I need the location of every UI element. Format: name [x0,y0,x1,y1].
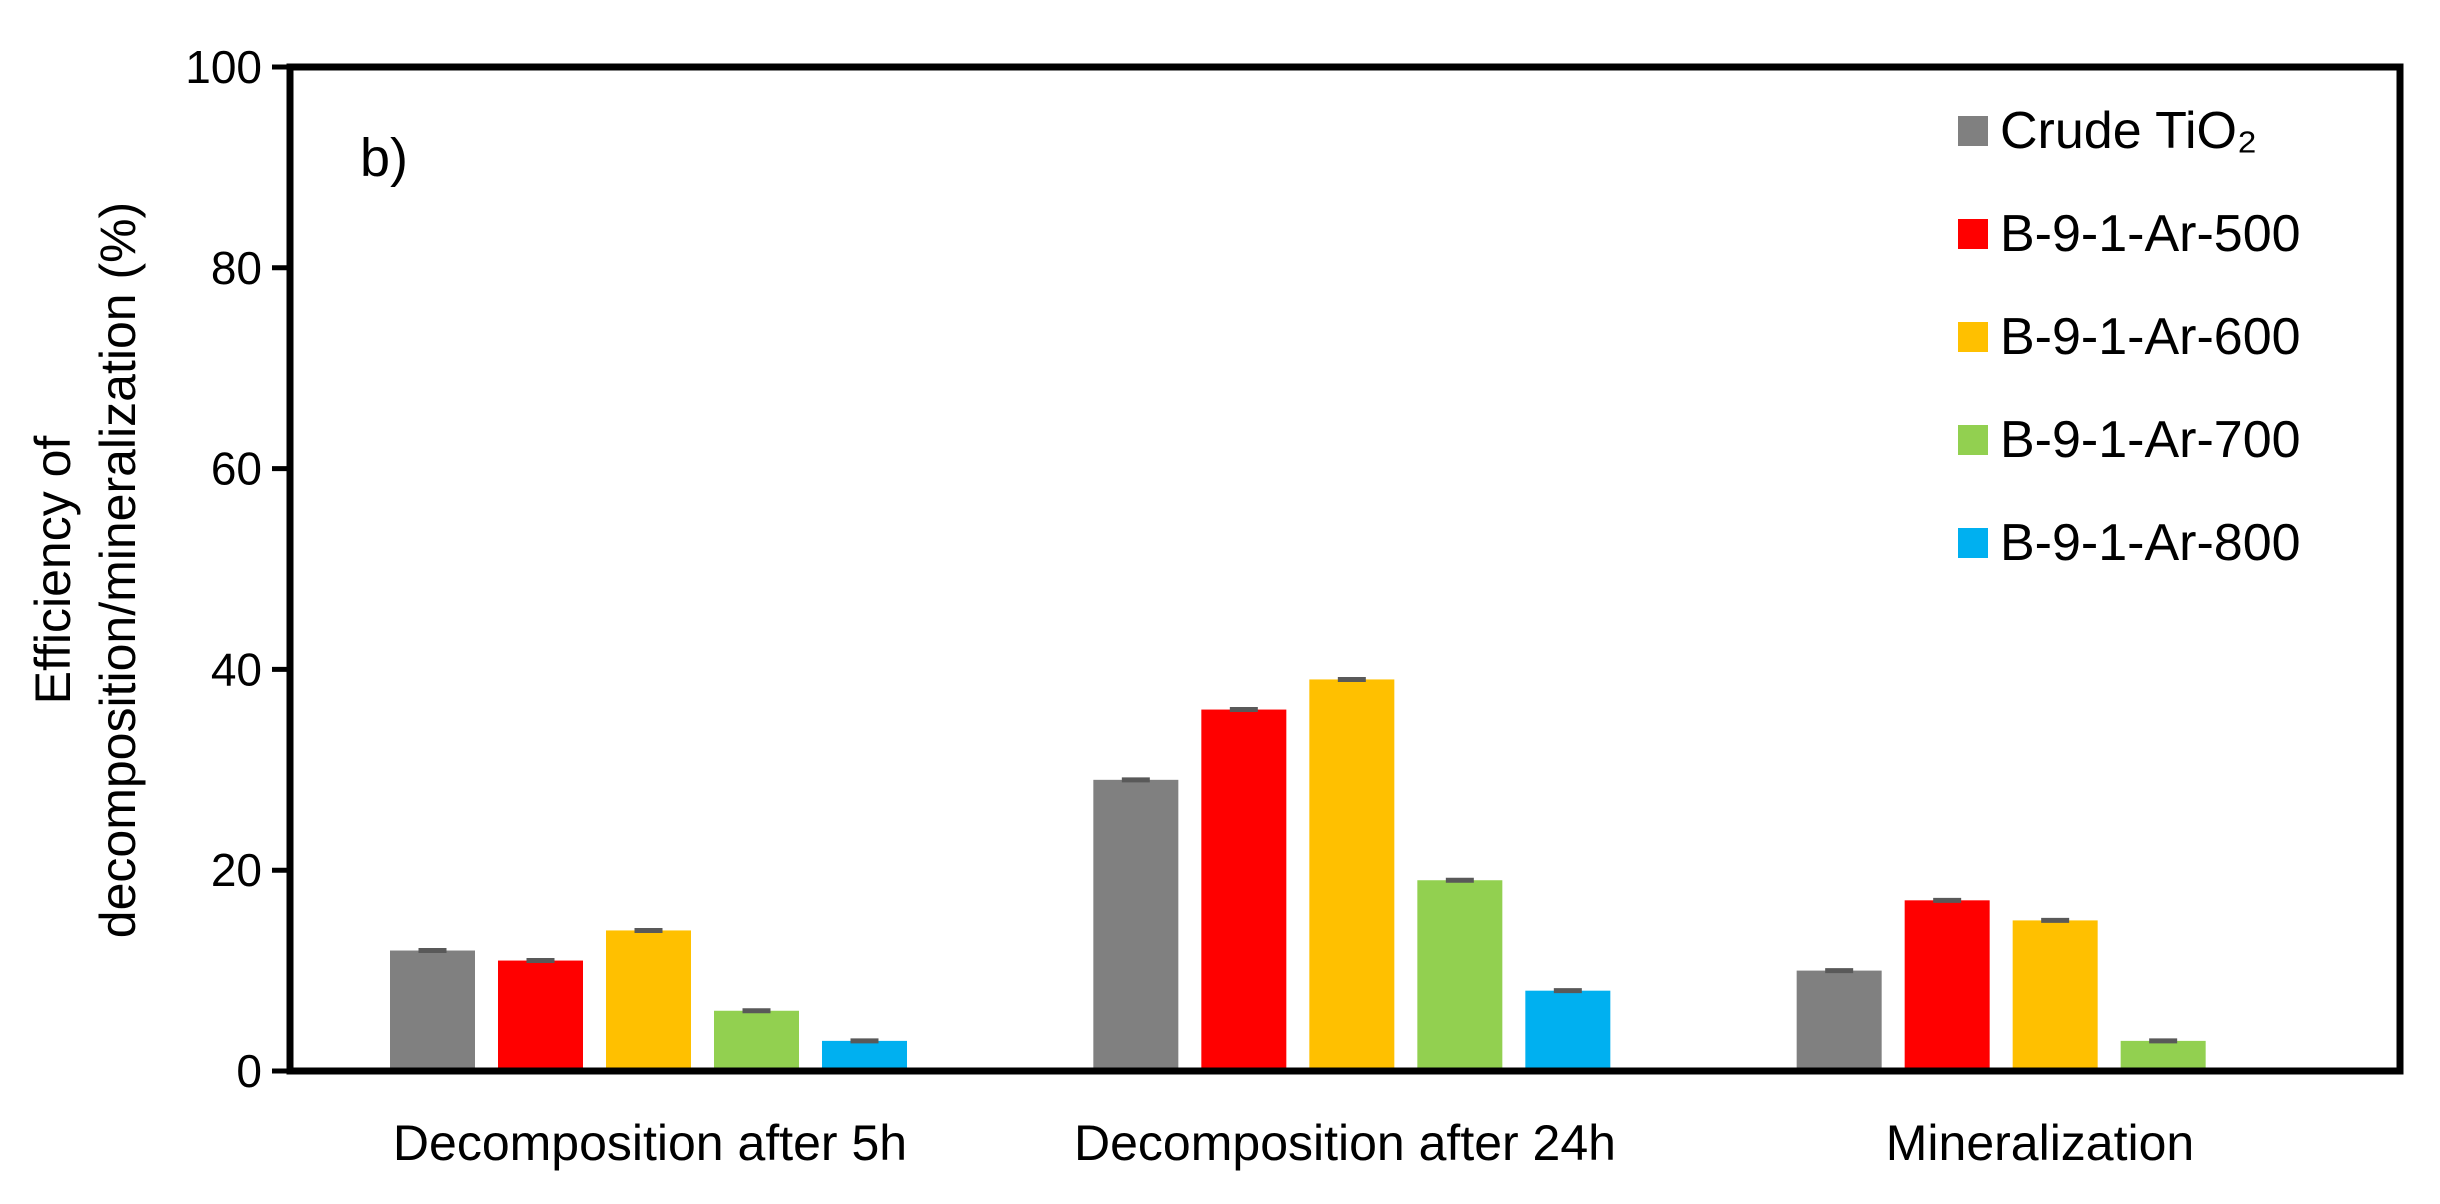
legend-label-1: B-9-1-Ar-500 [2000,205,2301,263]
bar-1-4 [1525,990,1611,1071]
y-axis-label-line1: Efficiency of [25,436,81,705]
bar-0-2 [606,930,691,1071]
y-tick-label: 40 [211,643,262,695]
bar-0-3 [714,1010,799,1071]
legend-swatch-0 [1958,116,1988,146]
bar-2-1 [1904,900,1990,1071]
y-tick-label: 100 [185,41,262,93]
bar-1-0 [1093,779,1179,1071]
x-category-label: Decomposition after 5h [393,1115,907,1171]
x-category-label: Decomposition after 24h [1074,1115,1616,1171]
y-tick-label: 80 [211,242,262,294]
y-tick-label: 0 [236,1045,262,1097]
x-category-label: Mineralization [1886,1115,2194,1171]
legend-swatch-3 [1958,425,1988,455]
y-axis-label-line2: decomposition/mineralization (%) [90,202,146,938]
bar-0-4 [822,1040,907,1071]
x-axis-labels: Decomposition after 5h Decomposition afte… [393,1115,2194,1171]
y-tick-label: 60 [211,443,262,495]
legend-swatch-4 [1958,528,1988,558]
legend-label-3: B-9-1-Ar-700 [2000,411,2301,469]
bar-1-3 [1417,880,1503,1071]
bar-1-2 [1309,679,1395,1071]
legend-swatch-1 [1958,219,1988,249]
bar-2-3 [2120,1040,2206,1071]
legend-label-4: B-9-1-Ar-800 [2000,514,2301,572]
y-axis: 0 20 40 60 80 100 [185,41,290,1097]
y-tick-label: 20 [211,844,262,896]
bar-1-1 [1201,709,1287,1071]
legend: Crude TiO₂ B-9-1-Ar-500 B-9-1-Ar-600 B-9-1-… [1958,102,2301,572]
legend-swatch-2 [1958,322,1988,352]
bar-0-0 [390,950,475,1071]
bar-2-0 [1796,970,1882,1071]
bar-2-2 [2012,920,2098,1071]
bars-group [390,676,2206,1071]
panel-label: b) [360,128,408,188]
plot-frame [286,63,2404,1075]
bar-0-1 [498,960,583,1071]
legend-label-2: B-9-1-Ar-600 [2000,308,2301,366]
legend-label-0: Crude TiO₂ [2000,102,2257,160]
